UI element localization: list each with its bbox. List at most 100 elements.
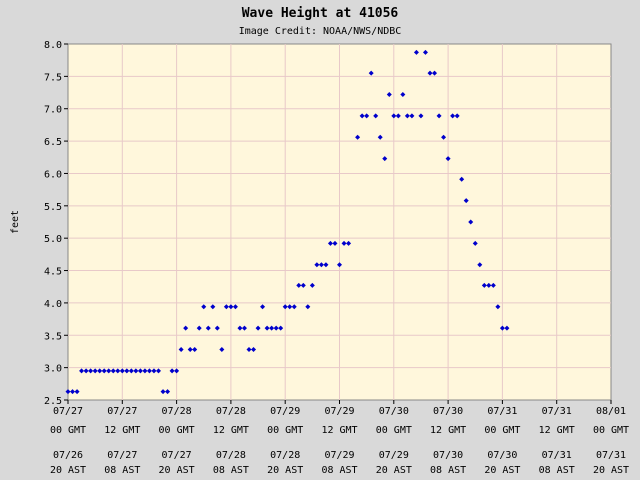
x-tick-time-gmt: 00 GMT — [159, 425, 195, 436]
chart-title: Wave Height at 41056 — [242, 6, 399, 21]
y-axis-label: feet — [10, 210, 21, 234]
data-point — [341, 240, 347, 246]
data-point — [432, 70, 438, 76]
x-tick-date-gmt: 07/27 — [53, 406, 83, 417]
data-point — [436, 113, 442, 119]
data-point — [486, 282, 492, 288]
data-point — [214, 325, 220, 331]
x-tick-time-gmt: 12 GMT — [213, 425, 249, 436]
data-point — [418, 113, 424, 119]
data-point — [368, 70, 374, 76]
data-point — [241, 325, 247, 331]
x-tick-date-gmt: 07/29 — [270, 406, 300, 417]
x-tick-date-ast: 07/30 — [433, 450, 463, 461]
x-tick-date-ast: 07/29 — [379, 450, 409, 461]
data-point — [332, 240, 338, 246]
x-tick-time-gmt: 00 GMT — [50, 425, 86, 436]
data-point — [386, 91, 392, 97]
data-point — [223, 304, 229, 310]
x-tick-time-ast: 20 AST — [376, 465, 412, 476]
data-point — [178, 347, 184, 353]
y-tick-label: 7.0 — [44, 105, 62, 116]
x-tick-date-ast: 07/31 — [596, 450, 626, 461]
x-axis-ticks: 07/27 00 GMT 07/26 20 AST 07/27 12 GMT 07/27 08… — [50, 400, 629, 476]
data-point — [314, 262, 320, 268]
data-point — [427, 70, 433, 76]
x-tick-time-gmt: 00 GMT — [267, 425, 303, 436]
data-point — [70, 389, 76, 395]
data-point — [79, 368, 85, 374]
data-point — [323, 262, 329, 268]
x-tick-time-ast: 20 AST — [159, 465, 195, 476]
data-point — [210, 304, 216, 310]
data-point — [97, 368, 103, 374]
x-tick-date-ast: 07/27 — [162, 450, 192, 461]
data-point — [255, 325, 261, 331]
y-tick-label: 4.5 — [44, 267, 62, 278]
data-point — [228, 304, 234, 310]
x-tick-time-ast: 20 AST — [267, 465, 303, 476]
x-tick-date-gmt: 07/29 — [324, 406, 354, 417]
data-point — [400, 91, 406, 97]
data-point — [422, 49, 428, 55]
x-tick-time-gmt: 12 GMT — [430, 425, 466, 436]
x-tick-time-ast: 20 AST — [50, 465, 86, 476]
data-point — [278, 325, 284, 331]
data-point — [106, 368, 112, 374]
data-point — [183, 325, 189, 331]
x-tick-time-ast: 20 AST — [593, 465, 629, 476]
data-point — [92, 368, 98, 374]
data-point — [477, 262, 483, 268]
x-tick-date-gmt: 07/30 — [379, 406, 409, 417]
x-tick-time-gmt: 12 GMT — [539, 425, 575, 436]
data-point — [346, 240, 352, 246]
data-point — [337, 262, 342, 268]
data-point — [318, 262, 324, 268]
data-point — [65, 389, 71, 395]
data-point — [201, 304, 207, 310]
y-tick-label: 2.5 — [44, 396, 62, 407]
x-tick-time-gmt: 12 GMT — [104, 425, 140, 436]
data-point — [151, 368, 157, 374]
data-point — [165, 389, 171, 395]
x-tick-time-gmt: 00 GMT — [484, 425, 520, 436]
data-point — [219, 347, 225, 353]
data-point — [391, 113, 397, 119]
x-tick-date-gmt: 07/31 — [487, 406, 517, 417]
data-point — [133, 368, 139, 374]
data-point — [404, 113, 410, 119]
x-tick-time-gmt: 00 GMT — [376, 425, 412, 436]
data-point — [463, 198, 469, 204]
y-tick-label: 4.0 — [44, 299, 62, 310]
data-point — [124, 368, 130, 374]
data-point — [142, 368, 148, 374]
x-tick-date-ast: 07/31 — [542, 450, 572, 461]
data-point — [237, 325, 243, 331]
y-tick-label: 7.5 — [44, 72, 62, 83]
data-point — [273, 325, 279, 331]
data-point — [232, 304, 238, 310]
data-point — [128, 368, 134, 374]
x-tick-date-gmt: 07/28 — [216, 406, 246, 417]
y-tick-label: 6.5 — [44, 137, 62, 148]
data-point — [110, 368, 116, 374]
data-point — [355, 134, 361, 140]
x-tick-date-ast: 07/27 — [107, 450, 137, 461]
data-point — [74, 389, 80, 395]
y-tick-label: 5.5 — [44, 202, 62, 213]
data-point — [441, 134, 447, 140]
data-point — [160, 389, 166, 395]
data-point — [137, 368, 143, 374]
data-point — [481, 282, 487, 288]
data-point — [300, 282, 306, 288]
x-tick-time-ast: 08 AST — [104, 465, 140, 476]
data-point — [88, 368, 94, 374]
data-point — [260, 304, 266, 310]
x-tick-time-ast: 08 AST — [321, 465, 357, 476]
data-point — [291, 304, 297, 310]
data-point — [156, 368, 161, 374]
data-points — [65, 49, 510, 395]
data-point — [296, 282, 302, 288]
data-point — [205, 325, 211, 331]
data-point — [504, 325, 510, 331]
